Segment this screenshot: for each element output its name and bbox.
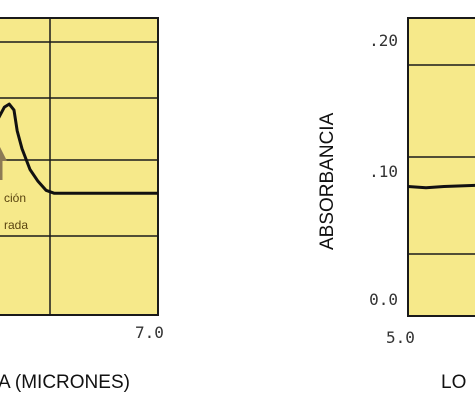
y-tick-label: .10	[369, 162, 398, 181]
x-axis-title: LO	[441, 372, 466, 393]
x-axis-title: A (MICRONES)	[0, 372, 130, 393]
annotation-line: ción	[4, 191, 26, 205]
y-tick-label: 0.0	[369, 290, 398, 309]
y-axis-title: ABSORBANCIA	[317, 112, 338, 250]
left-plot-area	[0, 17, 159, 316]
y-tick-label: .20	[369, 31, 398, 50]
right-series-line	[407, 183, 475, 190]
left-chart: ción rada 7.0 A (MICRONES)	[0, 17, 164, 393]
left-series-line	[0, 102, 158, 195]
arrow-up-icon	[0, 147, 7, 180]
x-tick-label: 7.0	[135, 323, 164, 342]
annotation-line: rada	[4, 218, 28, 232]
x-tick-label: 5.0	[386, 328, 415, 347]
right-plot-area	[407, 17, 475, 317]
right-chart: 0.0 .10 .20 5.0 ABSORBANCIA LO	[317, 17, 475, 393]
